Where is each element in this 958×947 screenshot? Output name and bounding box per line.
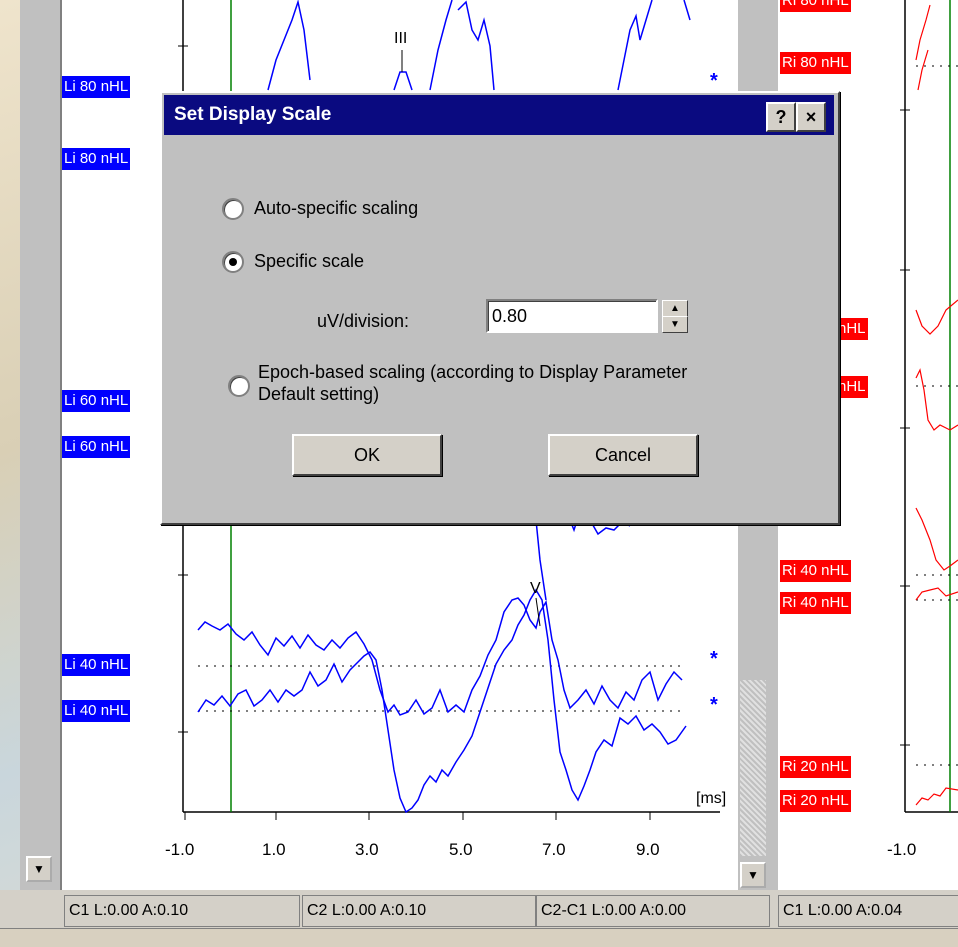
- trace-label-ri80[interactable]: Ri 80 nHL: [780, 52, 851, 74]
- x-tick-label: -1.0: [165, 840, 195, 859]
- trace-label-ri20[interactable]: Ri 20 nHL: [780, 756, 851, 778]
- marker-star: *: [710, 694, 718, 716]
- uv-division-label: uV/division:: [317, 311, 410, 331]
- x-tick-label: 5.0: [449, 840, 473, 859]
- option-specific-scale-label: Specific scale: [254, 251, 365, 271]
- spin-up-icon[interactable]: ▲: [662, 300, 688, 317]
- peak-label-v: V: [530, 580, 541, 597]
- ok-button[interactable]: OK: [292, 434, 442, 476]
- x-tick-label: -1.0: [887, 840, 917, 859]
- trace-label-li60[interactable]: Li 60 nHL: [62, 436, 131, 458]
- status-c2-c1: C2-C1 L:0.00 A:0.00: [536, 895, 770, 927]
- marker-star: *: [710, 648, 718, 670]
- trace-label-ri40[interactable]: Ri 40 nHL: [780, 560, 851, 582]
- x-tick-label: 1.0: [262, 840, 286, 859]
- left-scrollbar[interactable]: [20, 0, 62, 890]
- help-button[interactable]: ?: [766, 102, 796, 132]
- radio-specific-scale[interactable]: [222, 251, 244, 273]
- trace-label-ri80[interactable]: Ri 80 nHL: [780, 0, 851, 12]
- x-tick-label: 7.0: [542, 840, 566, 859]
- option-epoch-based-label: Epoch-based scaling (according to Displa…: [258, 362, 688, 404]
- trace-label-li40[interactable]: Li 40 nHL: [62, 700, 131, 722]
- status-c1-right: C1 L:0.00 A:0.04: [778, 895, 958, 927]
- x-unit-label: [ms]: [696, 790, 727, 807]
- trace-label-li60[interactable]: Li 60 nHL: [62, 390, 131, 412]
- trace-label-ri40[interactable]: Ri 40 nHL: [780, 592, 851, 614]
- uv-division-input[interactable]: [486, 299, 658, 333]
- radio-selected-dot: [229, 258, 237, 266]
- scrollbar-track: [740, 680, 766, 856]
- trace-label-ri20[interactable]: Ri 20 nHL: [780, 790, 851, 812]
- option-auto-specific[interactable]: Auto-specific scaling: [222, 197, 542, 221]
- close-button[interactable]: ×: [796, 102, 826, 132]
- status-bar-bottom-strip: [0, 928, 958, 947]
- scroll-down-icon[interactable]: ▼: [26, 856, 52, 882]
- radio-auto-specific[interactable]: [222, 198, 244, 220]
- dialog-titlebar[interactable]: Set Display Scale ? ×: [164, 95, 834, 135]
- set-display-scale-dialog: Set Display Scale ? × Auto-specific scal…: [160, 91, 840, 525]
- option-auto-specific-label: Auto-specific scaling: [254, 198, 419, 218]
- status-c1-left: C1 L:0.00 A:0.10: [64, 895, 300, 927]
- trace-label-ri60[interactable]: nHL: [836, 318, 868, 340]
- plot-scroll-down-icon[interactable]: ▼: [740, 862, 766, 888]
- x-tick-label: 9.0: [636, 840, 660, 859]
- trace-label-ri60[interactable]: nHL: [836, 376, 868, 398]
- x-tick-label: 3.0: [355, 840, 379, 859]
- option-specific-scale[interactable]: Specific scale: [222, 250, 542, 274]
- trace-label-li80[interactable]: Li 80 nHL: [62, 76, 131, 98]
- spin-down-icon[interactable]: ▼: [662, 316, 688, 333]
- status-c2: C2 L:0.00 A:0.10: [302, 895, 536, 927]
- marker-star: *: [710, 70, 718, 92]
- dialog-title: Set Display Scale: [174, 104, 332, 125]
- peak-label-iii: III: [394, 30, 408, 47]
- trace-label-li80[interactable]: Li 80 nHL: [62, 148, 131, 170]
- cancel-button[interactable]: Cancel: [548, 434, 698, 476]
- trace-label-li40[interactable]: Li 40 nHL: [62, 654, 131, 676]
- option-epoch-based[interactable]: Epoch-based scaling (according to Displa…: [228, 361, 708, 411]
- radio-epoch-based[interactable]: [228, 375, 250, 397]
